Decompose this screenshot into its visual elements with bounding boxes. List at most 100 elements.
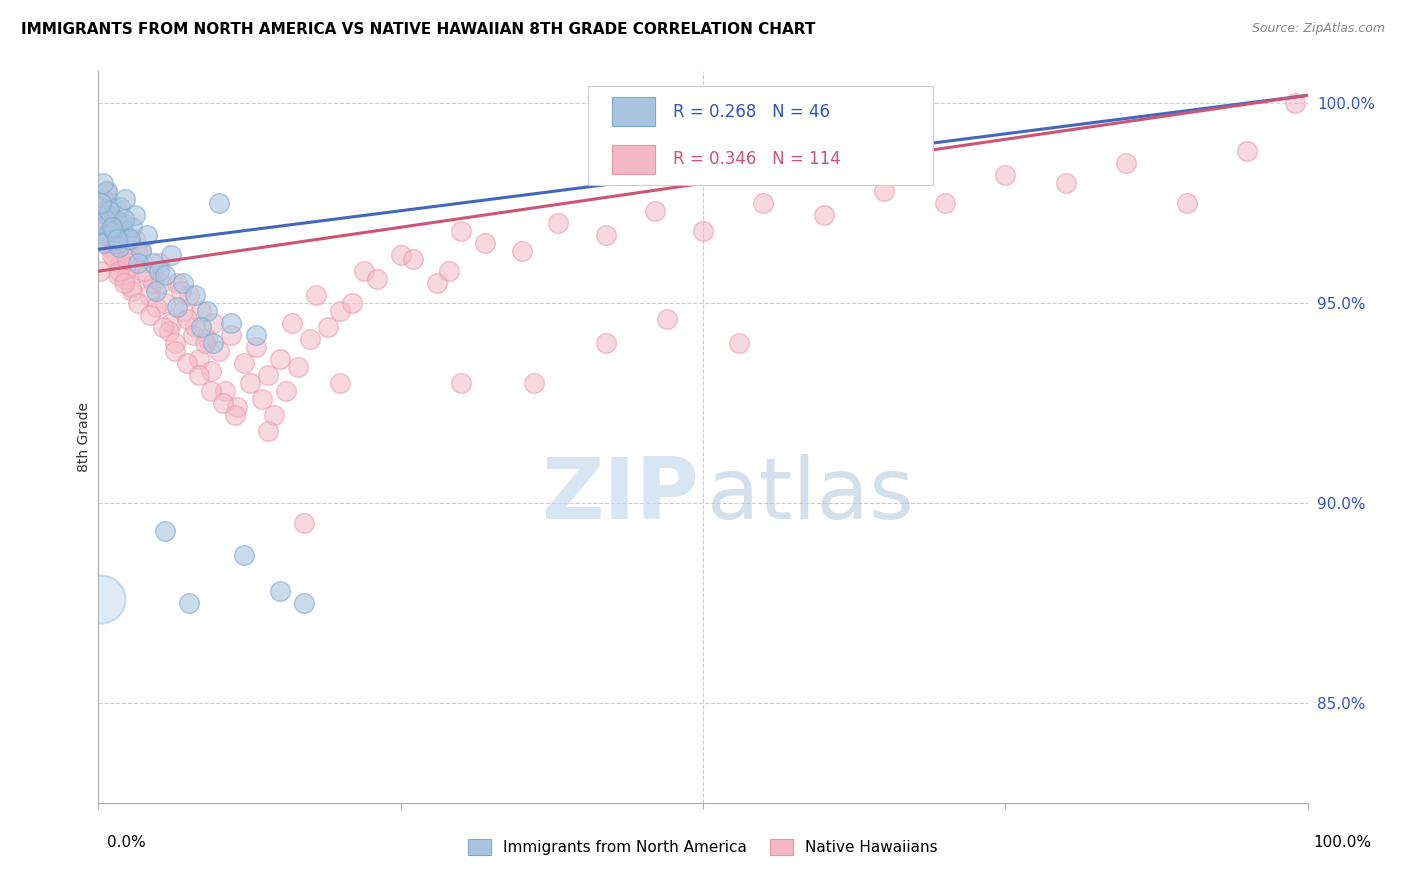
Point (112, 276, 135, 290)
Point (1236, 145, 1258, 159)
Point (96, 220, 118, 235)
Bar (613, 145, 655, 174)
Point (1175, 196, 1198, 211)
Point (91, 176, 114, 190)
Point (292, 516, 315, 530)
Point (94, 184, 117, 198)
Point (299, 332, 322, 346)
Point (195, 304, 218, 318)
FancyBboxPatch shape (588, 86, 932, 185)
Point (263, 408, 285, 422)
Point (190, 320, 212, 334)
Point (139, 308, 162, 322)
Point (108, 256, 131, 270)
Point (157, 324, 180, 338)
Point (153, 268, 176, 283)
Text: atlas: atlas (707, 454, 915, 537)
Point (994, 169, 1017, 183)
Point (112, 212, 135, 227)
Point (96, 184, 118, 198)
Point (437, 264, 460, 278)
Point (97, 228, 120, 243)
Point (169, 284, 191, 298)
Point (200, 384, 222, 398)
Point (103, 224, 125, 238)
Point (1054, 176, 1077, 190)
Point (474, 236, 496, 251)
Point (813, 208, 835, 222)
Point (142, 276, 165, 290)
Point (329, 304, 352, 318)
Point (108, 200, 131, 214)
Point (135, 228, 157, 243)
Point (91, 204, 114, 219)
Point (287, 360, 309, 375)
Point (250, 392, 273, 406)
Point (353, 264, 375, 278)
Point (142, 256, 165, 270)
Point (127, 296, 149, 310)
Text: ZIP: ZIP (541, 454, 699, 537)
Point (184, 288, 207, 302)
Point (121, 220, 143, 235)
Point (181, 328, 204, 343)
Point (195, 332, 218, 346)
Point (148, 264, 170, 278)
Point (245, 340, 267, 354)
Point (1284, 96, 1306, 111)
Point (93, 236, 115, 251)
Point (101, 224, 124, 238)
Point (114, 272, 136, 286)
Point (150, 276, 173, 290)
Point (114, 192, 136, 206)
Point (129, 244, 152, 259)
Point (153, 296, 176, 310)
Point (752, 196, 775, 211)
Point (90, 196, 112, 211)
Text: IMMIGRANTS FROM NORTH AMERICA VS NATIVE HAWAIIAN 8TH GRADE CORRELATION CHART: IMMIGRANTS FROM NORTH AMERICA VS NATIVE … (21, 22, 815, 37)
Point (98, 240, 121, 254)
Point (179, 596, 201, 610)
Point (214, 384, 236, 398)
Point (190, 304, 212, 318)
Point (200, 364, 222, 378)
Point (184, 320, 207, 334)
Point (89, 264, 111, 278)
Point (221, 316, 243, 330)
Point (208, 344, 231, 359)
Point (256, 368, 278, 383)
Text: Source: ZipAtlas.com: Source: ZipAtlas.com (1251, 22, 1385, 36)
Point (655, 312, 678, 326)
Point (90, 591, 112, 606)
Point (176, 312, 198, 326)
Point (138, 288, 160, 302)
Point (224, 408, 246, 422)
Point (163, 336, 186, 351)
Point (105, 224, 128, 238)
Point (100, 196, 122, 211)
Point (316, 320, 339, 334)
Point (118, 232, 141, 246)
Bar (613, 97, 655, 127)
Point (595, 228, 617, 243)
Point (100, 208, 122, 222)
Point (873, 184, 896, 198)
Point (148, 256, 170, 270)
Point (91, 216, 114, 230)
Point (202, 316, 225, 330)
Point (239, 376, 262, 391)
Point (90, 196, 112, 211)
Point (93, 192, 115, 206)
Point (129, 244, 152, 259)
Point (91, 216, 114, 230)
Point (94, 228, 117, 243)
Point (152, 320, 174, 334)
Point (104, 236, 127, 251)
Point (176, 356, 198, 370)
Point (108, 240, 131, 254)
Point (281, 316, 304, 330)
Point (208, 196, 231, 211)
Point (166, 300, 188, 314)
Point (232, 548, 254, 562)
Point (389, 248, 412, 262)
